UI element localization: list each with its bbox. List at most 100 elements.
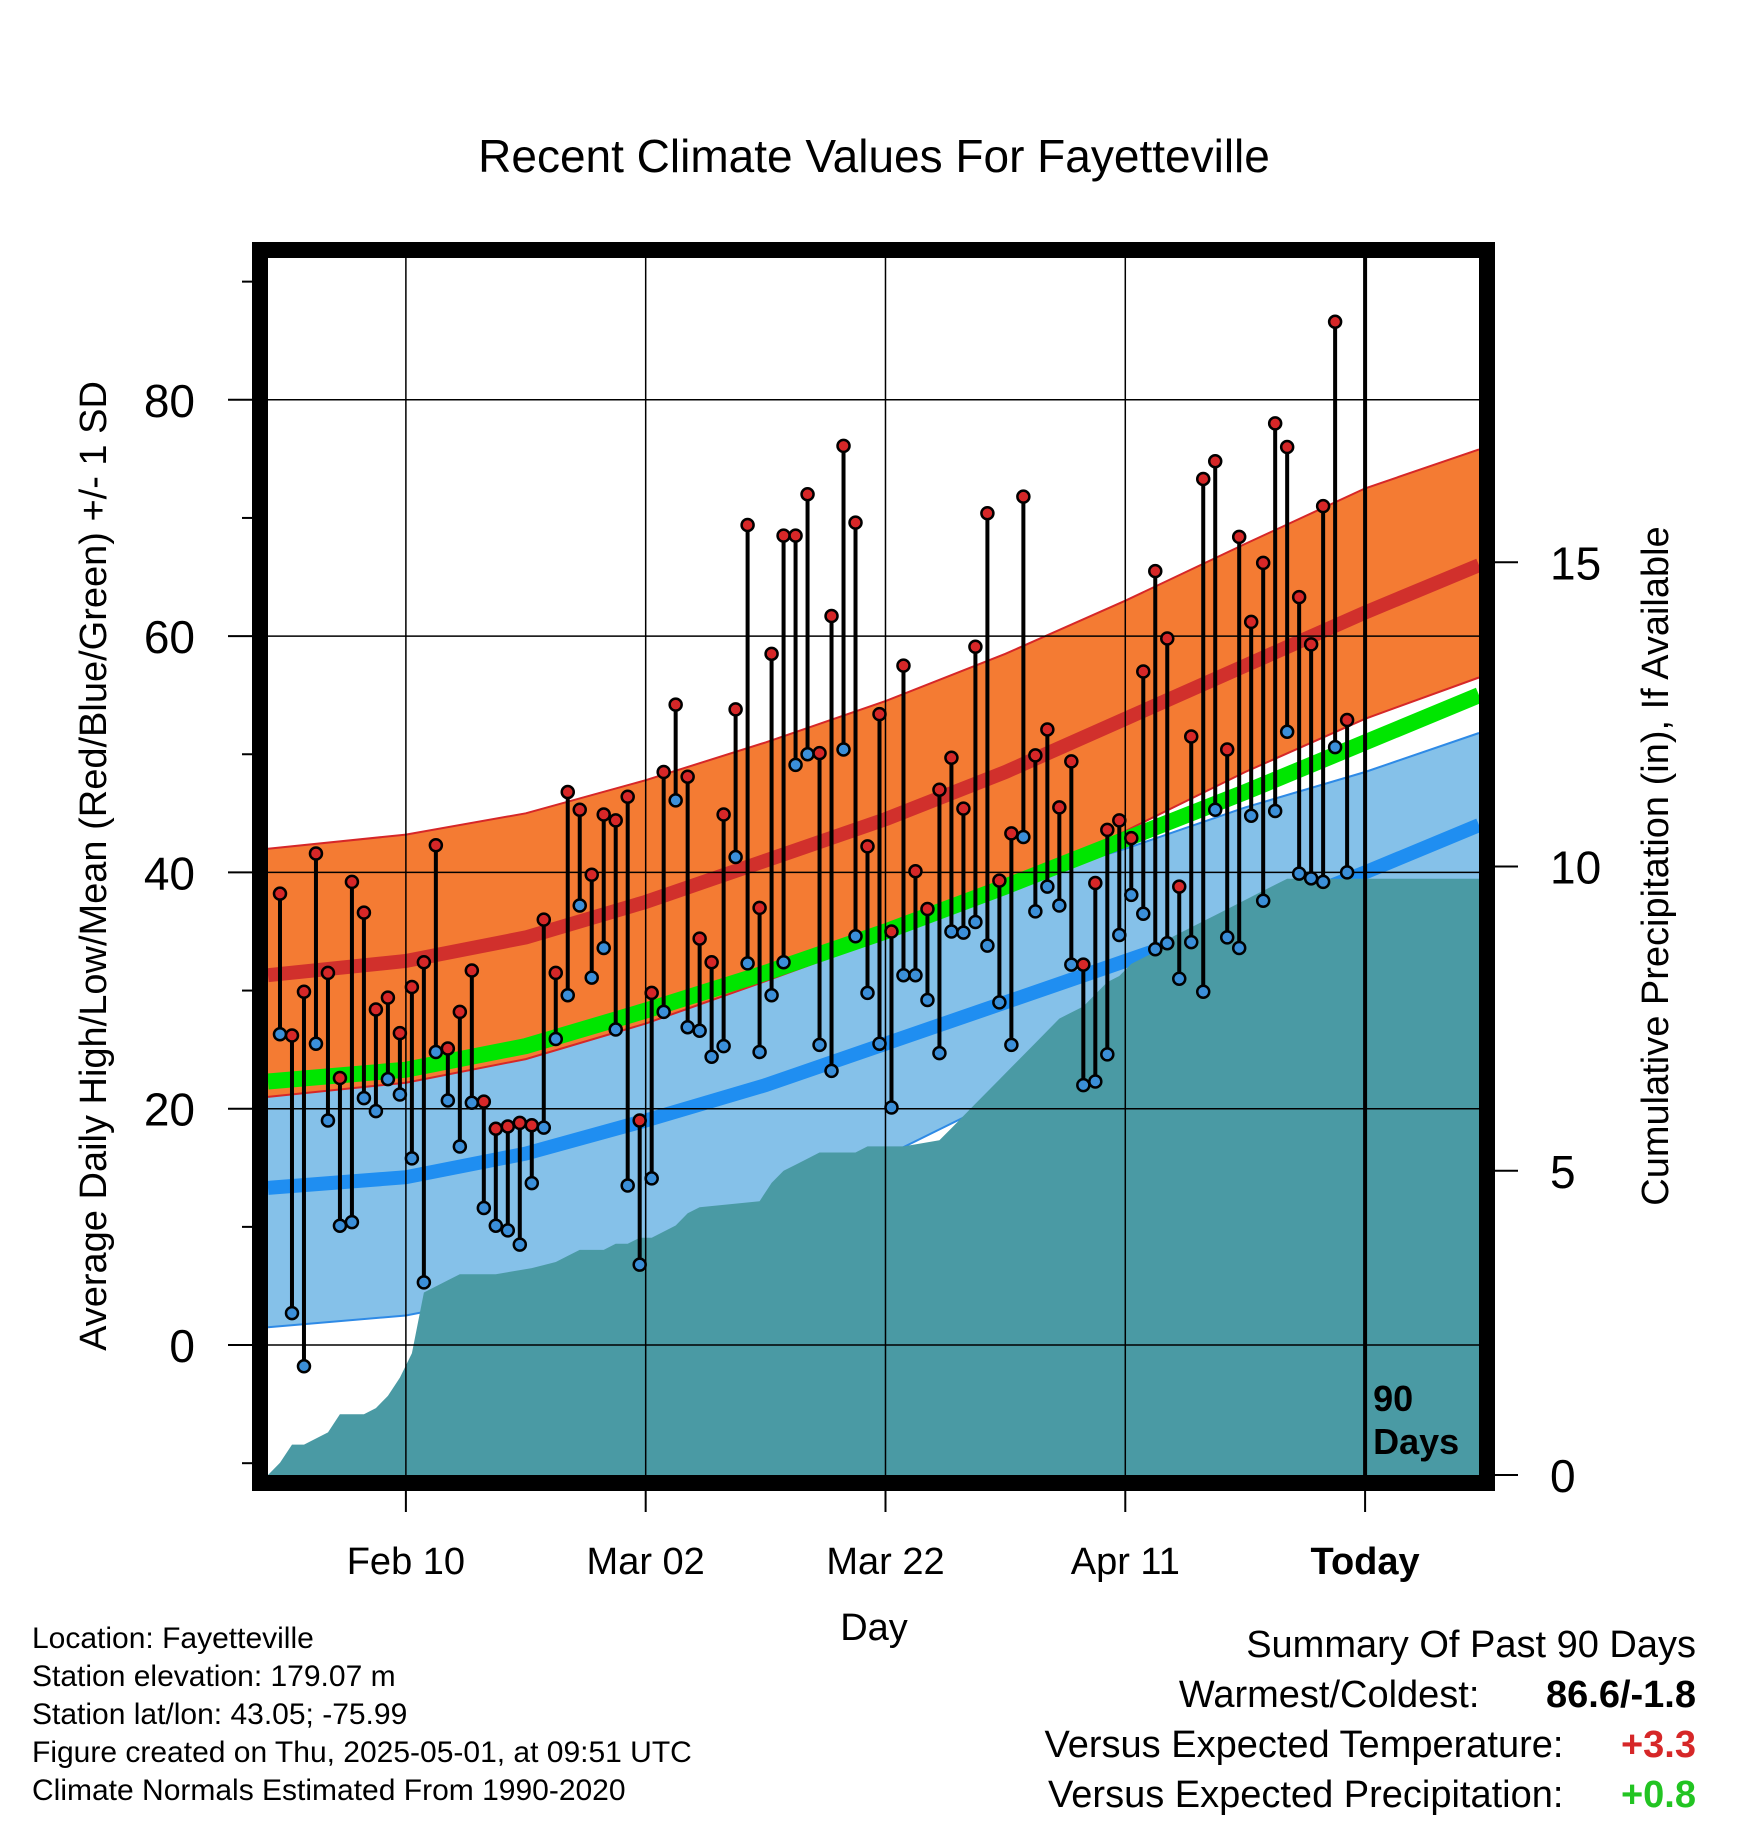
low-point xyxy=(812,1037,827,1053)
high-point xyxy=(812,745,827,761)
high-point xyxy=(884,924,899,939)
low-point xyxy=(632,1257,647,1272)
low-point xyxy=(476,1200,492,1216)
high-point xyxy=(1100,822,1115,838)
precip-anomaly-row: Versus Expected Precipitation: +0.8 xyxy=(1045,1770,1696,1820)
high-point xyxy=(620,789,635,805)
high-point xyxy=(284,1028,300,1043)
latlon-text: Station lat/lon: 43.05; -75.99 xyxy=(32,1698,408,1731)
low-point xyxy=(464,1095,480,1111)
low-point xyxy=(404,1151,420,1166)
low-point xyxy=(1064,957,1079,972)
low-point xyxy=(764,988,779,1003)
high-point xyxy=(416,954,432,970)
low-point xyxy=(572,898,587,913)
high-point xyxy=(368,1002,384,1017)
high-point xyxy=(500,1119,516,1134)
low-point xyxy=(656,1004,671,1020)
high-point xyxy=(860,839,875,854)
low-point xyxy=(356,1090,372,1106)
high-point xyxy=(596,807,611,822)
y-tick-label: 0 xyxy=(169,1320,195,1372)
warmest-coldest-value: 86.6/-1.8 xyxy=(1546,1674,1696,1716)
high-point xyxy=(1052,800,1067,815)
x-tick-label: Mar 02 xyxy=(587,1541,705,1583)
summary-heading: Summary Of Past 90 Days xyxy=(1246,1624,1696,1666)
low-point xyxy=(488,1218,504,1233)
high-point xyxy=(848,515,863,530)
warmest-coldest-label: Warmest/Coldest: xyxy=(1178,1674,1480,1716)
high-point xyxy=(800,487,815,502)
low-point xyxy=(1004,1037,1019,1053)
low-point xyxy=(1327,739,1343,755)
high-point xyxy=(776,528,791,543)
precip-anomaly-label: Versus Expected Precipitation: xyxy=(1048,1774,1564,1816)
low-point xyxy=(1219,930,1235,945)
high-point xyxy=(1291,589,1307,605)
low-point xyxy=(416,1275,432,1290)
x-tick-label: Today xyxy=(1311,1541,1420,1583)
plot-frame xyxy=(252,242,1495,1491)
high-point xyxy=(956,801,971,816)
today-days-label-text: Days xyxy=(1373,1421,1459,1462)
high-point xyxy=(752,900,767,916)
high-point xyxy=(548,965,564,981)
low-point xyxy=(872,1036,887,1051)
low-point xyxy=(728,849,743,865)
low-point xyxy=(752,1044,767,1060)
low-point xyxy=(992,995,1007,1010)
high-point xyxy=(788,528,803,543)
low-point xyxy=(440,1093,456,1108)
low-point xyxy=(776,954,791,970)
high-point xyxy=(440,1041,456,1056)
high-point xyxy=(380,990,396,1005)
high-point xyxy=(464,963,480,978)
temp-anomaly-label: Versus Expected Temperature: xyxy=(1044,1724,1564,1766)
high-point xyxy=(560,784,576,800)
low-point xyxy=(740,956,755,971)
high-point xyxy=(980,505,995,521)
low-point xyxy=(1243,808,1259,823)
elevation-text: Station elevation: 179.07 m xyxy=(32,1660,396,1693)
y2-tick-label: 0 xyxy=(1550,1450,1576,1502)
high-point xyxy=(824,608,839,624)
low-point xyxy=(896,967,911,983)
low-point xyxy=(452,1139,468,1154)
high-point xyxy=(320,965,336,981)
high-point xyxy=(1303,637,1319,652)
low-point xyxy=(584,970,599,985)
high-point xyxy=(1315,498,1331,514)
high-point xyxy=(536,912,552,927)
low-point xyxy=(620,1178,635,1193)
high-point xyxy=(872,706,887,722)
high-point xyxy=(692,931,707,946)
high-point xyxy=(1183,729,1199,744)
low-point xyxy=(608,1022,623,1037)
high-point xyxy=(1327,314,1343,330)
high-point xyxy=(1016,489,1031,504)
high-point xyxy=(1160,631,1175,646)
low-point xyxy=(1207,802,1223,818)
low-point xyxy=(1303,871,1319,886)
high-point xyxy=(272,886,288,901)
low-point xyxy=(344,1214,360,1230)
low-point xyxy=(980,938,995,953)
x-axis-label: Day xyxy=(840,1607,908,1649)
precipitation-area xyxy=(268,878,1479,1475)
low-point xyxy=(1279,724,1295,740)
location-text: Location: Fayetteville xyxy=(32,1622,314,1655)
high-point xyxy=(488,1121,504,1137)
precipitation-layer xyxy=(268,878,1479,1475)
low-point xyxy=(296,1359,312,1374)
low-point xyxy=(272,1027,288,1042)
high-point xyxy=(1088,875,1103,891)
y2-tick-label: 5 xyxy=(1550,1146,1576,1198)
low-point xyxy=(704,1049,719,1064)
high-point xyxy=(344,874,360,890)
low-point xyxy=(536,1120,552,1135)
high-point xyxy=(452,1004,468,1020)
chart-title: Recent Climate Values For Fayetteville xyxy=(478,130,1270,182)
low-point xyxy=(932,1045,947,1061)
high-point xyxy=(764,646,779,662)
